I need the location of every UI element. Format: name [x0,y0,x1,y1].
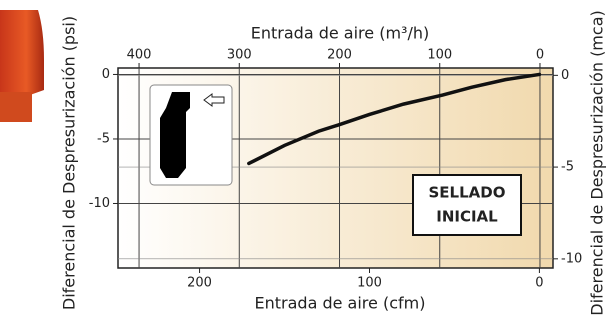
y2-tick-label: -5 [561,160,574,175]
annotation: SELLADO [429,184,506,202]
x-tick-label: 200 [187,276,212,291]
x2-tick-label: 200 [327,48,352,63]
y2-tick-label: 0 [561,68,569,83]
x-tick-label: 0 [535,276,543,291]
y-axis-title: Diferencial de Despresurización (psi) [60,16,79,310]
y-tick-label: 0 [102,67,110,82]
y-tick-label: -10 [89,196,110,211]
x-axis-title: Entrada de aire (cfm) [255,294,426,313]
inset-icon [149,84,233,186]
y-tick-label: -5 [97,131,110,146]
x2-tick-label: 400 [127,48,152,63]
data-line [247,72,542,166]
annotation: INICIAL [436,208,498,226]
x2-axis-title: Entrada de aire (m³/h) [251,24,429,43]
annotation-box: SELLADO INICIAL [412,174,522,236]
x2-tick-label: 100 [427,48,452,63]
y2-tick-label: -10 [561,251,582,266]
y2-axis-title: Diferencial de Despresurización (mca) [588,10,607,315]
x2-tick-label: 0 [536,48,544,63]
x-tick-label: 100 [357,276,382,291]
product-photo [0,10,44,122]
x2-tick-label: 300 [227,48,252,63]
